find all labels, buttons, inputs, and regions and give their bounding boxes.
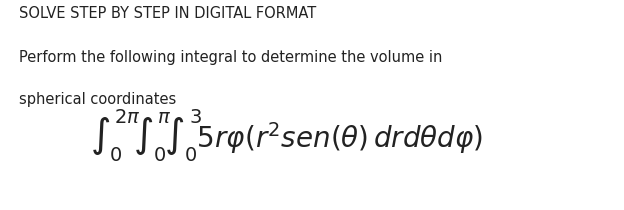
Text: $\int_0^{2\pi}\! \int_0^{\pi}\! \int_0^{3}\! 5r\varphi(r^2 sen(\theta)\,drd\thet: $\int_0^{2\pi}\! \int_0^{\pi}\! \int_0^{… bbox=[90, 107, 484, 164]
Text: spherical coordinates: spherical coordinates bbox=[19, 92, 176, 107]
Text: Perform the following integral to determine the volume in: Perform the following integral to determ… bbox=[19, 50, 442, 65]
Text: SOLVE STEP BY STEP IN DIGITAL FORMAT: SOLVE STEP BY STEP IN DIGITAL FORMAT bbox=[19, 6, 316, 21]
